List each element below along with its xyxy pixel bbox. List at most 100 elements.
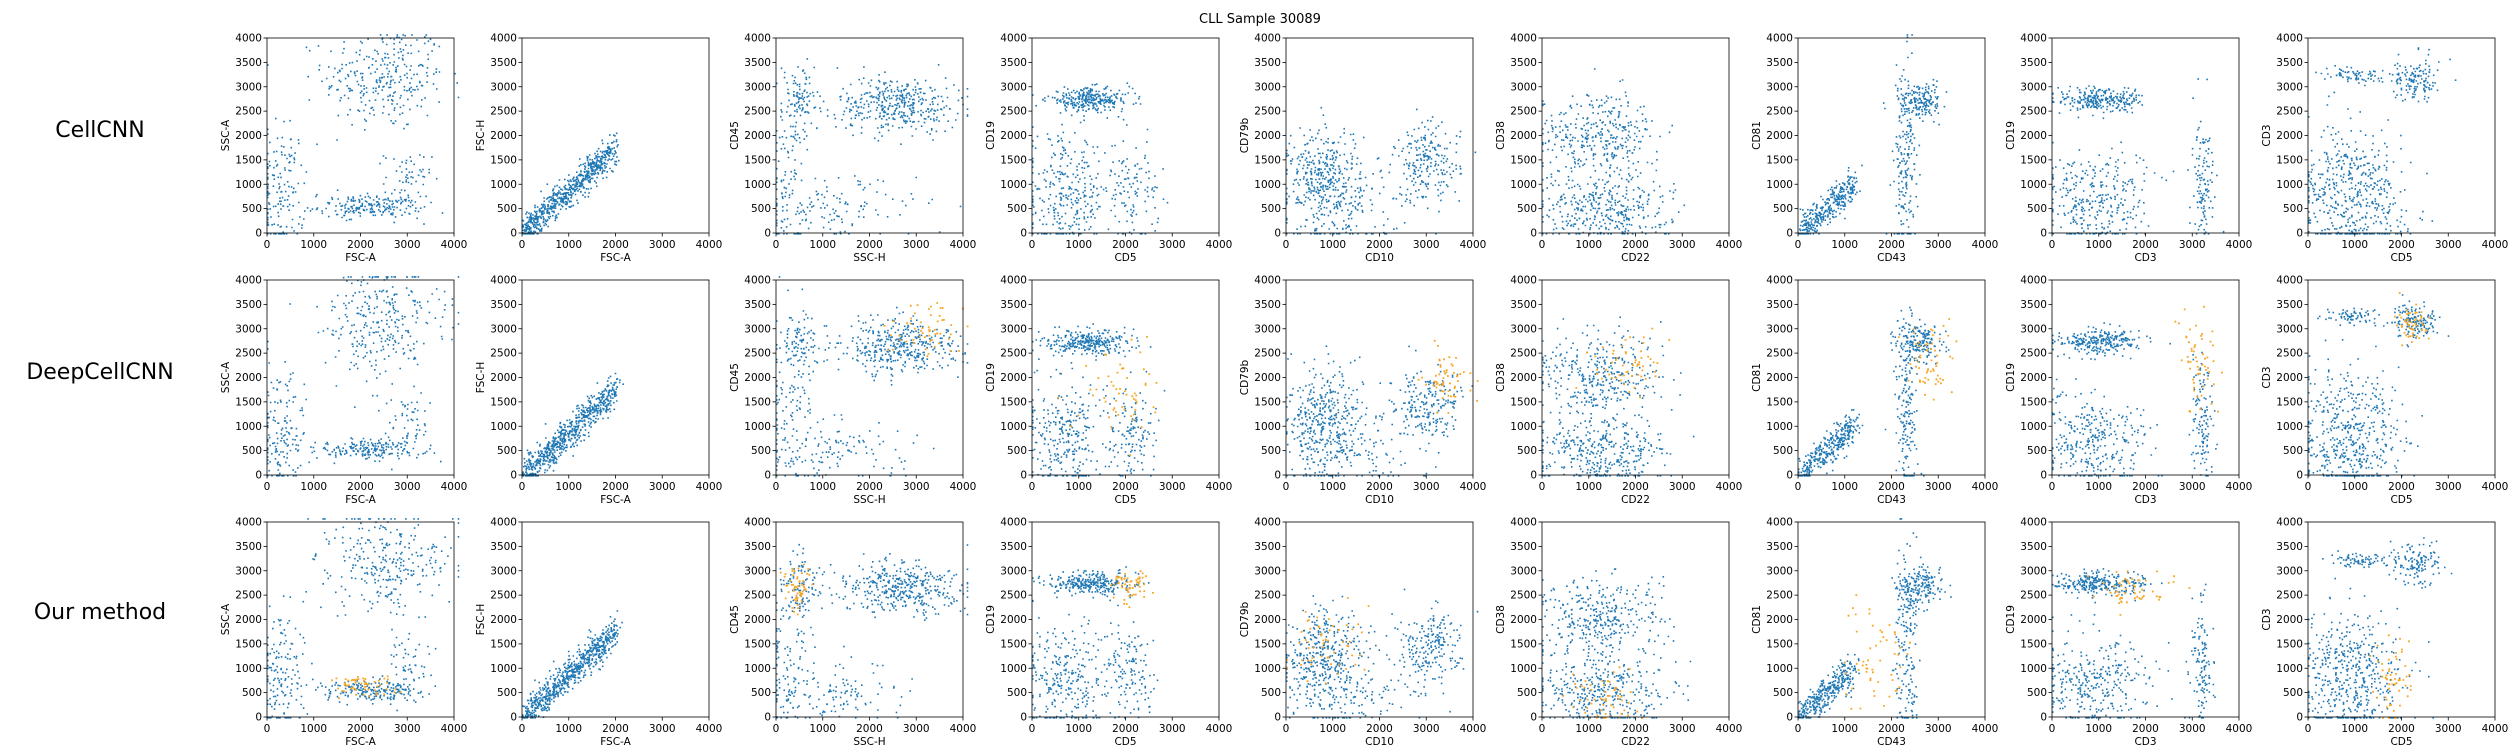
x-tick-label: 1000 [809,723,836,735]
panel-0-2: 0 500 1000 1500 2000 2500 3000 3500 4000 0 1000 200… [729,33,976,265]
x-tick-label: 2000 [1366,481,1393,493]
y-tick-label: 0 [2040,228,2047,240]
x-tick-label: 2000 [2132,239,2159,251]
axes-frame [1031,279,1220,476]
highlight-points [2174,305,2223,413]
background-points [2308,537,2453,719]
y-tick-label: 1500 [490,396,517,408]
y-tick-label: 2500 [235,106,262,118]
x-tick-label: 2000 [1366,239,1393,251]
y-axis-label: CD79b [1239,117,1251,153]
y-tick-label: 3000 [2020,81,2047,93]
y-tick-label: 3000 [744,323,771,335]
x-axis-label: FSC-A [600,252,631,264]
x-tick-label: 3000 [1669,723,1696,735]
y-tick-label: 2500 [2276,348,2303,360]
y-tick-label: 4000 [1510,33,1537,45]
y-tick-label: 1000 [2276,179,2303,191]
x-tick-label: 0 [2305,723,2312,735]
y-axis-label: CD19 [985,121,997,150]
y-axis-label: CD38 [1495,363,1507,392]
y-axis-label: CD81 [1751,605,1763,634]
y-axis-label: CD79b [1239,601,1251,637]
y-tick-label: 500 [497,687,517,699]
x-tick-label: 1000 [1831,239,1858,251]
y-tick-label: 4000 [1766,275,1793,287]
x-axis-label: FSC-A [600,736,631,748]
y-tick-label: 3000 [235,565,262,577]
x-tick-label: 1000 [1319,239,1346,251]
y-tick-label: 0 [510,712,517,724]
x-tick-label: 4000 [1460,239,1487,251]
scatter-points [2052,305,2223,477]
x-tick-label: 1000 [1575,239,1602,251]
y-tick-label: 2500 [2276,106,2303,118]
y-tick-label: 1000 [1000,179,1027,191]
scatter-points [267,34,460,235]
y-tick-label: 3500 [744,541,771,553]
y-axis-label: FSC-H [475,604,487,636]
x-tick-label: 1000 [300,723,327,735]
axes-frame [521,279,710,476]
y-tick-label: 1500 [2020,638,2047,650]
y-tick-label: 2000 [1510,130,1537,142]
y-axis-label: CD19 [2005,605,2017,634]
y-tick-label: 1500 [1510,154,1537,166]
x-tick-label: 4000 [2482,481,2509,493]
x-tick-label: 1000 [1065,239,1092,251]
x-tick-label: 3000 [2179,481,2206,493]
x-tick-label: 0 [519,239,526,251]
y-tick-label: 1000 [1000,663,1027,675]
x-tick-label: 1000 [2085,481,2112,493]
y-tick-label: 3500 [2276,299,2303,311]
x-tick-label: 3000 [1159,239,1186,251]
background-points [1286,588,1479,719]
y-tick-label: 2500 [1254,348,1281,360]
y-tick-label: 2000 [2276,372,2303,384]
y-tick-label: 3500 [490,541,517,553]
panel-1-8: 0 500 1000 1500 2000 2500 3000 3500 4000 0 1000 200… [2261,275,2508,507]
y-axis-label: FSC-H [475,120,487,152]
x-tick-label: 3000 [1159,723,1186,735]
background-points [522,132,620,235]
background-points [1798,34,1948,235]
y-tick-label: 3500 [1510,299,1537,311]
y-tick-label: 2500 [1766,348,1793,360]
y-tick-label: 0 [1530,712,1537,724]
panel-1-4: 0 500 1000 1500 2000 2500 3000 3500 4000 0 1000 200… [1239,275,1486,507]
x-tick-label: 1000 [2341,723,2368,735]
y-tick-label: 4000 [744,275,771,287]
y-axis-label: CD45 [729,121,741,150]
y-tick-label: 1500 [1000,396,1027,408]
y-tick-label: 500 [1773,203,1793,215]
y-tick-label: 4000 [235,517,262,529]
x-tick-label: 0 [1029,723,1036,735]
y-tick-label: 1500 [1766,154,1793,166]
x-tick-label: 1000 [1831,481,1858,493]
x-axis-label: CD10 [1365,494,1394,506]
background-points [776,543,969,719]
y-tick-label: 0 [1020,228,1027,240]
x-tick-label: 2000 [1112,723,1139,735]
panel-1-0: 0 500 1000 1500 2000 2500 3000 3500 4000 0 1000 200… [220,275,467,507]
x-axis-label: CD10 [1365,736,1394,748]
y-tick-label: 3500 [744,57,771,69]
x-axis-label: CD3 [2134,252,2156,264]
y-axis-label: CD3 [2261,124,2273,146]
panel-1-2: 0 500 1000 1500 2000 2500 3000 3500 4000 0 1000 200… [729,275,976,507]
x-tick-label: 2000 [2388,239,2415,251]
y-tick-label: 500 [1517,203,1537,215]
y-tick-label: 3500 [1510,541,1537,553]
scatter-points [267,276,460,477]
y-axis-label: CD3 [2261,366,2273,388]
y-tick-label: 3000 [744,81,771,93]
x-tick-label: 3000 [2179,723,2206,735]
y-tick-label: 2500 [1510,348,1537,360]
y-tick-label: 4000 [490,517,517,529]
y-tick-label: 2000 [235,130,262,142]
y-tick-label: 1000 [490,179,517,191]
x-tick-label: 0 [1539,481,1546,493]
y-tick-label: 3000 [235,81,262,93]
x-tick-label: 3000 [1413,723,1440,735]
x-tick-label: 0 [773,239,780,251]
